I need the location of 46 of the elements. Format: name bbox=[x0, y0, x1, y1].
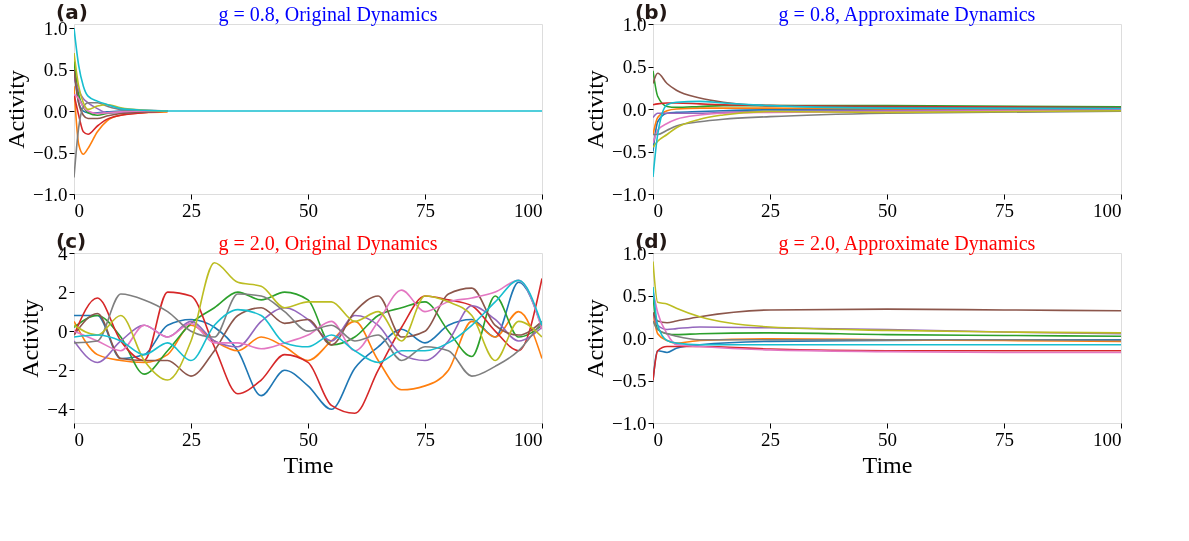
x-tick-label: 0 bbox=[74, 428, 84, 450]
chart-title: g = 0.8, Original Dynamics bbox=[218, 3, 438, 26]
y-tick-label: 0.0 bbox=[622, 98, 647, 120]
y-tick-label: 0.5 bbox=[43, 59, 68, 81]
y-tick-label: −1.0 bbox=[612, 183, 647, 205]
x-tick-label: 50 bbox=[878, 428, 897, 450]
x-axis-title: Time bbox=[862, 451, 913, 478]
x-axis-title: Time bbox=[283, 451, 334, 478]
x-tick-label: 100 bbox=[1093, 428, 1122, 450]
x-tick-label: 25 bbox=[182, 199, 201, 221]
x-tick-label: 100 bbox=[514, 199, 543, 221]
y-axis-title: Activity bbox=[582, 70, 609, 149]
x-tick-label: 0 bbox=[74, 199, 84, 221]
x-tick-label: 75 bbox=[995, 199, 1014, 221]
y-tick-label: −0.5 bbox=[612, 370, 647, 391]
x-tick-label: 0 bbox=[653, 428, 663, 450]
y-tick-label: −0.5 bbox=[33, 142, 68, 164]
x-tick-label: 75 bbox=[995, 428, 1014, 450]
x-tick-label: 0 bbox=[653, 199, 663, 221]
y-tick-label: −1.0 bbox=[33, 183, 68, 205]
x-tick-label: 25 bbox=[761, 199, 780, 221]
x-tick-label: 75 bbox=[416, 199, 435, 221]
chart-title: g = 2.0, Original Dynamics bbox=[218, 232, 438, 255]
y-tick-label: 0.5 bbox=[622, 285, 647, 306]
x-tick-label: 75 bbox=[416, 428, 435, 450]
x-tick-label: 50 bbox=[299, 428, 318, 450]
y-tick-label: 0.5 bbox=[622, 56, 647, 77]
chart-title: g = 0.8, Approximate Dynamics bbox=[778, 3, 1036, 26]
y-tick-label: 0.0 bbox=[43, 100, 68, 122]
y-axis-title: Activity bbox=[3, 70, 30, 149]
y-axis-title: Activity bbox=[17, 299, 44, 378]
y-tick-label: −2 bbox=[47, 359, 68, 381]
y-tick-label: −1.0 bbox=[612, 412, 647, 434]
y-tick-label: 2 bbox=[58, 281, 68, 303]
x-tick-label: 50 bbox=[878, 199, 897, 221]
y-tick-label: 0.0 bbox=[622, 327, 647, 349]
x-tick-label: 100 bbox=[1093, 199, 1122, 221]
x-tick-label: 25 bbox=[182, 428, 201, 450]
y-axis-title: Activity bbox=[582, 299, 609, 378]
x-tick-label: 25 bbox=[761, 428, 780, 450]
y-tick-label: −4 bbox=[47, 398, 68, 420]
y-tick-label: 0 bbox=[58, 320, 68, 342]
y-tick-label: −0.5 bbox=[612, 141, 647, 162]
x-tick-label: 100 bbox=[514, 428, 543, 450]
x-tick-label: 50 bbox=[299, 199, 318, 221]
chart-title: g = 2.0, Approximate Dynamics bbox=[778, 232, 1036, 255]
